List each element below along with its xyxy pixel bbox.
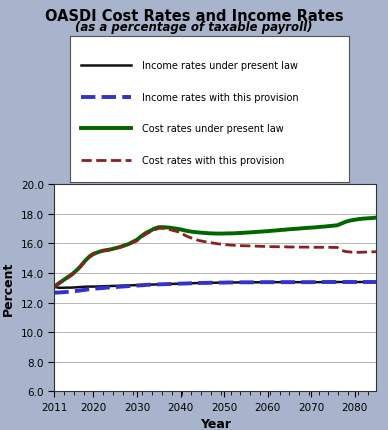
Income rates with this provision [322, 280, 326, 285]
Income rates under present law [348, 280, 353, 285]
Income rates under present law [52, 285, 57, 290]
Cost rates with this provision [300, 245, 305, 250]
Cost rates under present law [309, 225, 314, 230]
Cost rates with this provision [309, 245, 314, 250]
Cost rates under present law [374, 215, 379, 221]
Cost rates with this provision [313, 245, 318, 250]
Income rates with this provision [296, 280, 300, 285]
Y-axis label: Percent: Percent [2, 261, 15, 315]
Cost rates with this provision [374, 249, 379, 255]
Text: OASDI Cost Rates and Income Rates: OASDI Cost Rates and Income Rates [45, 9, 343, 25]
Income rates with this provision [343, 280, 348, 285]
Text: Cost rates under present law: Cost rates under present law [142, 124, 284, 134]
Cost rates under present law [78, 264, 83, 269]
Line: Income rates with this provision: Income rates with this provision [54, 283, 376, 293]
Line: Cost rates with this provision: Cost rates with this provision [54, 229, 376, 287]
Income rates under present law [56, 286, 61, 291]
Income rates under present law [313, 280, 318, 285]
Income rates with this provision [52, 290, 57, 295]
Cost rates under present law [339, 221, 344, 227]
Income rates under present law [374, 280, 379, 285]
Cost rates under present law [305, 226, 309, 231]
Cost rates under present law [317, 225, 322, 230]
Income rates under present law [322, 280, 326, 285]
Text: (as a percentage of taxable payroll): (as a percentage of taxable payroll) [75, 21, 313, 34]
Cost rates under present law [296, 227, 300, 232]
X-axis label: Year: Year [200, 417, 231, 430]
Text: Cost rates with this provision: Cost rates with this provision [142, 156, 285, 166]
Income rates under present law [309, 280, 314, 285]
Income rates with this provision [78, 288, 83, 293]
Cost rates under present law [52, 285, 57, 290]
Text: Income rates with this provision: Income rates with this provision [142, 93, 299, 103]
Income rates under present law [300, 280, 305, 285]
Income rates with this provision [309, 280, 314, 285]
Cost rates with this provision [343, 249, 348, 255]
Line: Cost rates under present law: Cost rates under present law [54, 218, 376, 287]
Income rates with this provision [374, 280, 379, 285]
Line: Income rates under present law: Income rates under present law [54, 283, 376, 288]
Income rates under present law [83, 285, 87, 290]
Cost rates with this provision [156, 226, 161, 231]
Text: Income rates under present law: Income rates under present law [142, 61, 298, 71]
Income rates with this provision [317, 280, 322, 285]
Income rates with this provision [305, 280, 309, 285]
Cost rates with this provision [322, 245, 326, 250]
Cost rates with this provision [78, 265, 83, 270]
Cost rates with this provision [52, 285, 57, 290]
Income rates under present law [326, 280, 331, 285]
